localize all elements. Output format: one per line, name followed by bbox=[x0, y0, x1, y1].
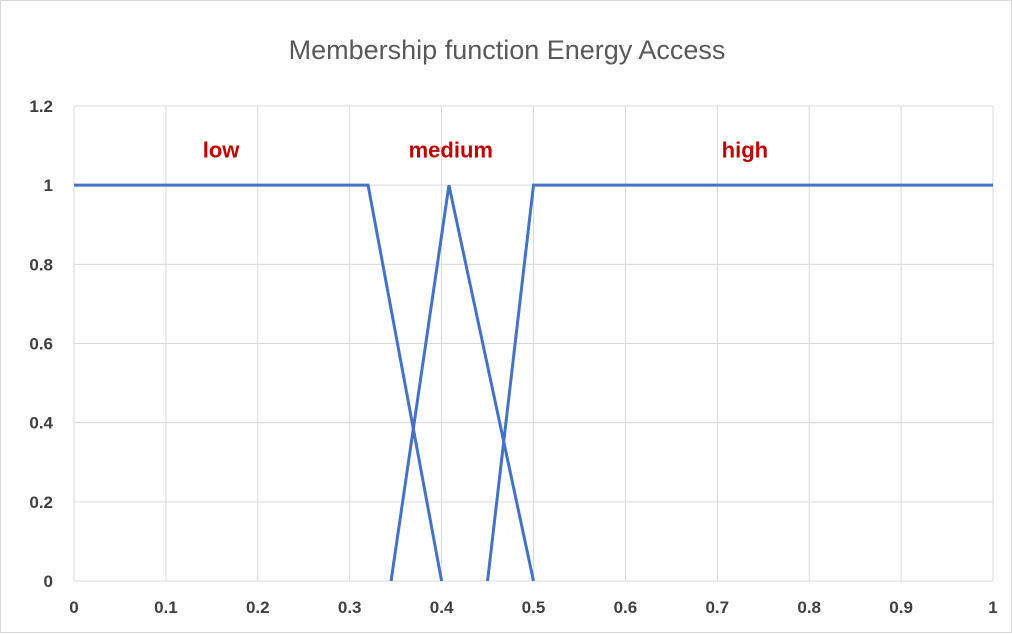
x-tick-label: 0 bbox=[69, 598, 78, 617]
series-line-high bbox=[486, 183, 993, 582]
annotation-high: high bbox=[722, 138, 768, 163]
y-tick-label: 0.4 bbox=[29, 414, 53, 433]
y-tick-label: 0 bbox=[44, 572, 53, 591]
x-tick-label: 0.1 bbox=[154, 598, 178, 617]
annotation-layer: low medium high bbox=[203, 138, 768, 163]
series-line-low bbox=[74, 183, 444, 582]
series-line-medium bbox=[389, 184, 535, 582]
y-tick-label: 0.8 bbox=[29, 255, 53, 274]
x-tick-label: 0.6 bbox=[614, 598, 638, 617]
tick-layer: 0 0.1 0.2 0.3 0.4 0.5 0.6 0.7 0.8 0.9 1 0 0.2 0.4 0.6 0… bbox=[29, 97, 997, 617]
y-tick-label: 0.6 bbox=[29, 335, 53, 354]
x-tick-label: 1 bbox=[988, 598, 997, 617]
x-tick-label: 0.8 bbox=[797, 598, 821, 617]
x-tick-label: 0.4 bbox=[430, 598, 454, 617]
x-tick-label: 0.2 bbox=[246, 598, 270, 617]
x-tick-label: 0.7 bbox=[705, 598, 729, 617]
x-tick-label: 0.9 bbox=[889, 598, 913, 617]
x-tick-label: 0.3 bbox=[338, 598, 362, 617]
y-tick-label: 1.2 bbox=[29, 97, 53, 116]
y-tick-label: 1 bbox=[44, 176, 53, 195]
y-tick-label: 0.2 bbox=[29, 493, 53, 512]
annotation-low: low bbox=[203, 138, 241, 163]
x-tick-label: 0.5 bbox=[522, 598, 546, 617]
chart-title: Membership function Energy Access bbox=[288, 35, 726, 65]
series-layer bbox=[74, 183, 993, 582]
grid-layer bbox=[73, 105, 994, 582]
annotation-medium: medium bbox=[409, 138, 493, 163]
